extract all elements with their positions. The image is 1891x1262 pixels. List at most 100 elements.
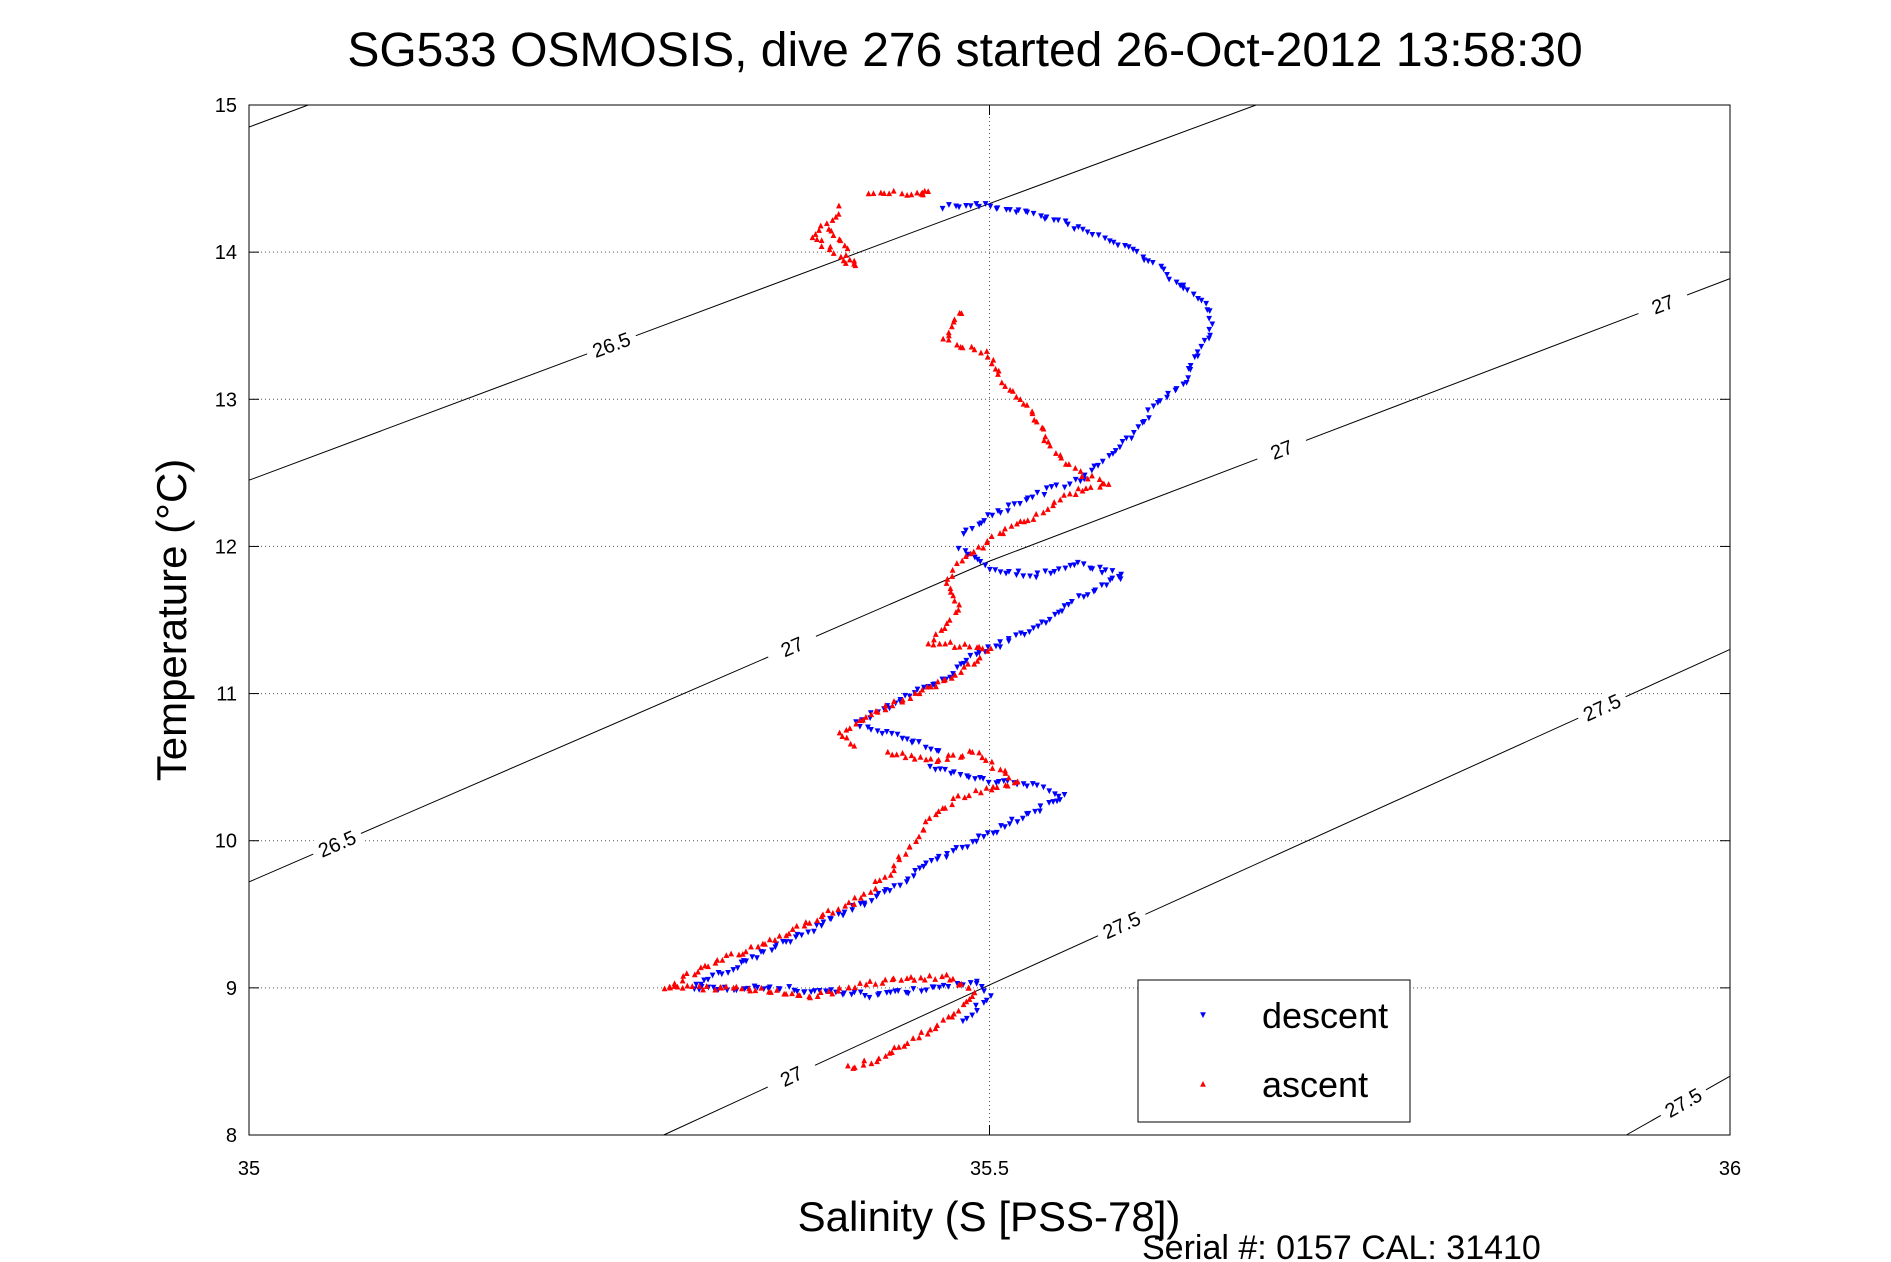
descent-marker (891, 883, 898, 889)
ascent-marker (949, 573, 956, 579)
ascent-marker (882, 1052, 889, 1059)
ascent-marker (889, 702, 896, 709)
ascent-marker (972, 787, 979, 794)
descent-marker (701, 977, 707, 984)
descent-marker (948, 770, 954, 777)
y-tick-label: 8 (226, 1125, 237, 1147)
descent-marker (1107, 577, 1113, 584)
ascent-marker (926, 972, 933, 979)
ascent-marker (927, 755, 934, 762)
descent-marker (879, 730, 886, 737)
descent-marker (916, 865, 923, 872)
ascent-marker (963, 998, 970, 1005)
ascent-marker (1010, 388, 1016, 394)
descent-marker (918, 988, 925, 995)
descent-marker (940, 982, 947, 989)
descent-marker (1173, 279, 1180, 286)
ascent-marker (919, 686, 926, 693)
descent-marker (930, 682, 936, 688)
descent-marker (1047, 570, 1054, 577)
density-contour-line (248, 104, 1257, 481)
descent-marker (1046, 788, 1053, 795)
ascent-marker (801, 922, 808, 929)
y-tick-label: 15 (215, 95, 237, 117)
ascent-marker (923, 756, 929, 763)
descent-marker (904, 876, 911, 883)
descent-marker (1099, 570, 1105, 576)
descent-marker (730, 967, 737, 973)
descent-marker (1055, 566, 1062, 573)
descent-marker (823, 988, 829, 995)
ascent-marker (987, 645, 994, 652)
ascent-marker (974, 657, 981, 664)
descent-marker (939, 205, 946, 212)
descent-marker (956, 204, 962, 211)
descent-marker (1128, 435, 1135, 442)
descent-marker (766, 984, 773, 991)
contour-label-bg (1253, 429, 1311, 471)
descent-marker (1146, 415, 1152, 422)
ascent-marker (998, 379, 1005, 386)
descent-marker (1091, 463, 1098, 470)
ascent-marker (918, 1029, 925, 1035)
descent-marker (1166, 276, 1172, 283)
descent-marker (1109, 568, 1116, 574)
descent-marker (905, 990, 912, 997)
ascent-marker (683, 970, 690, 976)
ascent-marker (936, 640, 943, 647)
descent-marker (772, 944, 779, 951)
ascent-marker (1072, 491, 1079, 498)
ascent-marker (904, 975, 910, 981)
ascent-marker (851, 901, 858, 907)
ascent-marker (945, 336, 952, 343)
descent-marker (984, 512, 991, 518)
descent-marker (997, 569, 1004, 576)
descent-marker (1000, 778, 1007, 785)
ascent-marker (872, 878, 879, 885)
descent-marker (1023, 497, 1030, 504)
ascent-marker (1002, 383, 1009, 389)
ascent-marker (807, 994, 814, 1001)
ascent-marker (997, 766, 1004, 773)
descent-marker (1185, 375, 1192, 382)
ascent-marker (906, 843, 913, 850)
ascent-marker (884, 748, 891, 755)
ascent-marker (835, 987, 841, 994)
ascent-marker (814, 993, 821, 999)
ascent-marker (1020, 400, 1027, 407)
descent-marker (903, 879, 910, 885)
descent-marker (1117, 444, 1123, 451)
descent-marker (1194, 349, 1201, 356)
descent-marker (997, 639, 1003, 646)
ascent-marker (940, 335, 947, 342)
descent-marker (963, 657, 970, 664)
descent-marker (1187, 366, 1194, 373)
ascent-marker (755, 943, 761, 950)
ascent-marker (1002, 782, 1009, 788)
ascent-marker (768, 989, 774, 995)
descent-marker (1023, 811, 1030, 817)
descent-marker (1037, 803, 1044, 810)
descent-marker (985, 779, 992, 786)
descent-marker (883, 989, 890, 996)
ascent-marker (825, 907, 832, 914)
descent-marker (923, 987, 930, 994)
ascent-marker (835, 906, 842, 912)
ascent-marker (983, 785, 990, 791)
ascent-marker (712, 986, 719, 993)
descent-marker (1007, 207, 1013, 213)
descent-marker (972, 776, 978, 782)
ascent-marker (891, 867, 897, 874)
descent-marker (904, 736, 911, 743)
ascent-marker (950, 751, 956, 758)
ascent-marker (867, 978, 873, 984)
descent-marker (1071, 562, 1078, 569)
descent-marker (1008, 816, 1015, 823)
descent-marker (1051, 217, 1057, 224)
descent-marker (868, 727, 874, 733)
descent-marker (873, 893, 880, 900)
ascent-marker (976, 643, 982, 650)
ascent-marker (1066, 490, 1073, 497)
ascent-marker (948, 323, 955, 330)
